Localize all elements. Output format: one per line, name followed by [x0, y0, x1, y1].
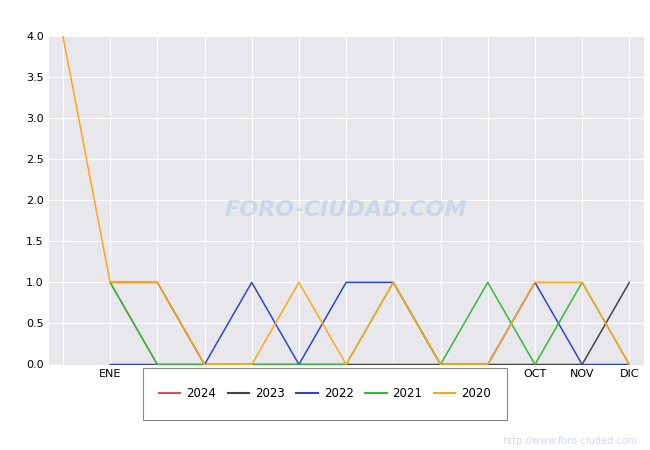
Text: Matriculaciones de Vehiculos en Cihuri: Matriculaciones de Vehiculos en Cihuri	[165, 8, 485, 26]
FancyBboxPatch shape	[143, 368, 507, 420]
Legend: 2024, 2023, 2022, 2021, 2020: 2024, 2023, 2022, 2021, 2020	[154, 383, 496, 405]
Text: FORO-CIUDAD.COM: FORO-CIUDAD.COM	[225, 200, 467, 220]
Text: http://www.foro-ciudad.com: http://www.foro-ciudad.com	[502, 436, 637, 446]
